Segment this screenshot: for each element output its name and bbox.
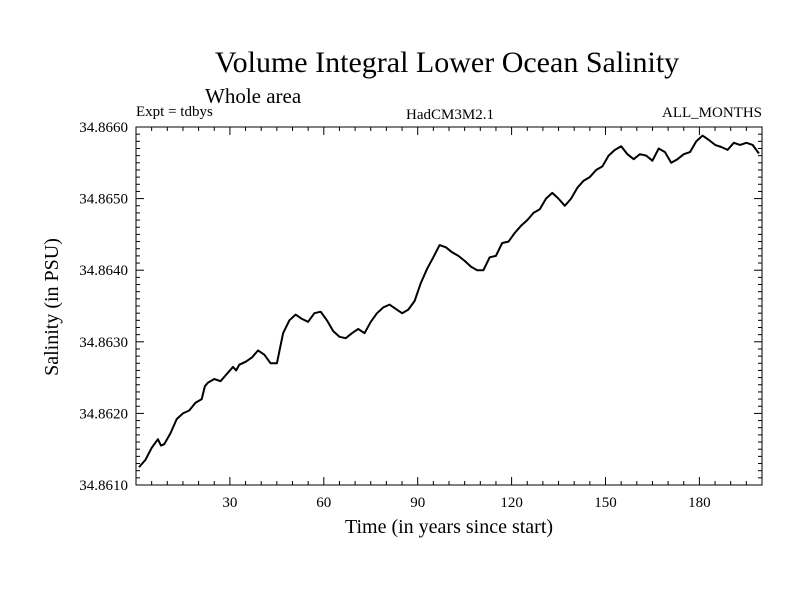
x-tick-label: 30 [222,495,237,511]
months-label: ALL_MONTHS [662,105,762,121]
y-tick-label: 34.8640 [79,263,128,279]
x-tick-label: 120 [500,495,523,511]
x-tick-label: 180 [688,495,711,511]
plot-frame [135,126,763,486]
y-axis-label: Salinity (in PSU) [41,238,63,376]
model-label: HadCM3M2.1 [406,107,494,123]
axis-ticks [136,127,762,485]
experiment-label: Expt = tdbys [136,104,213,120]
y-tick-label: 34.8610 [79,478,128,494]
y-tick-labels: 34.8610 34.8620 34.8630 34.8640 34.8650 34.86… [79,120,128,494]
x-tick-label: 60 [316,495,331,511]
y-tick-label: 34.8630 [79,335,128,351]
x-tick-label: 90 [410,495,425,511]
y-tick-label: 34.8620 [79,406,128,422]
salinity-series-line [138,134,760,468]
chart-title: Volume Integral Lower Ocean Salinity [215,46,679,79]
y-tick-label: 34.8650 [79,192,128,208]
x-tick-label: 150 [594,495,617,511]
x-tick-labels: 30 60 90 120 150 180 [222,495,710,511]
y-tick-label: 34.8660 [79,120,128,136]
x-axis-label: Time (in years since start) [345,516,553,538]
chart-subtitle: Whole area [205,84,302,108]
